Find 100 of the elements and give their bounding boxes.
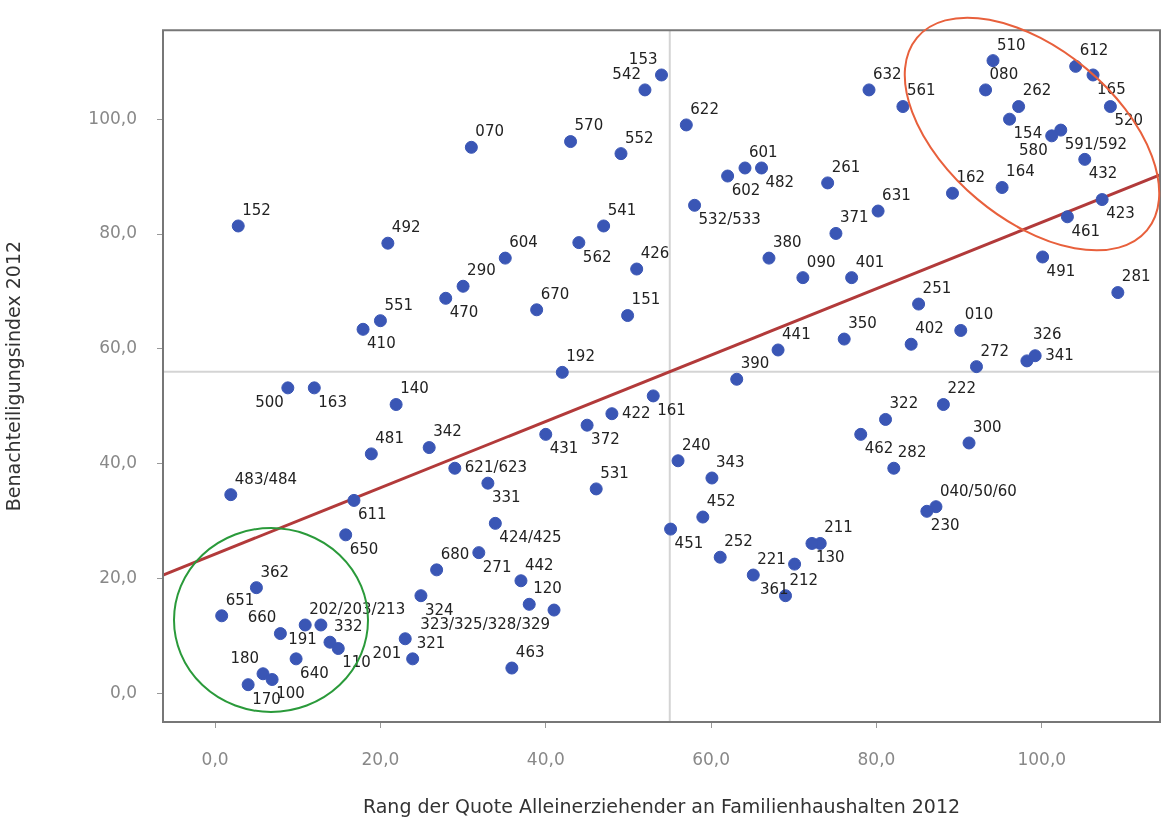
annotation: 650 <box>349 539 379 558</box>
annotation: 192 <box>566 347 595 366</box>
annotation: 531 <box>600 463 629 482</box>
annotation: 252 <box>724 532 753 551</box>
annotation: 483/484 <box>234 469 298 488</box>
annotation: 482 <box>765 172 795 191</box>
annotation: 154 <box>1013 124 1043 143</box>
annotation: 323/325/328/329 <box>420 614 551 633</box>
annotation: 401 <box>855 252 885 271</box>
annotation: 343 <box>715 452 745 471</box>
annotation: 212 <box>789 570 819 589</box>
annotation: 163 <box>318 392 347 411</box>
x-tick-label: 20,0 <box>361 748 400 769</box>
x-tick-label: 40,0 <box>526 748 565 769</box>
annotation: 070 <box>475 122 504 141</box>
annotation: 326 <box>1032 324 1062 343</box>
annotation: 481 <box>375 428 404 447</box>
annotation: 290 <box>467 261 496 280</box>
annotation: 452 <box>706 491 736 510</box>
x-tick-label: 0,0 <box>201 748 229 769</box>
annotation: 451 <box>674 533 704 552</box>
annotation: 230 <box>930 516 960 535</box>
y-tick-label: 100,0 <box>88 107 137 128</box>
y-tick-label: 60,0 <box>99 337 137 358</box>
annotation: 221 <box>757 549 786 568</box>
annotation: 591/592 <box>1064 134 1128 153</box>
annotation: 161 <box>657 400 686 419</box>
annotation: 431 <box>549 439 579 458</box>
annotation: 251 <box>922 278 952 297</box>
annotation: 180 <box>230 648 260 667</box>
annotation: 152 <box>242 200 271 219</box>
annotation: 140 <box>400 379 429 398</box>
annotation: 201 <box>372 643 402 662</box>
annotation: 191 <box>288 629 317 648</box>
annotation: 262 <box>1022 81 1052 100</box>
annotation: 432 <box>1088 164 1118 183</box>
annotation: 211 <box>824 518 853 537</box>
annotation: 422 <box>621 403 651 422</box>
annotation: 602 <box>731 180 761 199</box>
annotation: 271 <box>482 557 512 576</box>
annotation: 300 <box>973 417 1002 436</box>
annotation: 612 <box>1079 41 1109 60</box>
annotation: 040/50/60 <box>939 481 1017 500</box>
annotation: 372 <box>591 430 620 449</box>
annotation: 164 <box>1006 162 1035 181</box>
annotation: 532/533 <box>698 210 761 229</box>
annotation: 541 <box>607 200 637 219</box>
annotation: 510 <box>997 35 1026 54</box>
annotation: 010 <box>964 305 994 324</box>
annotation: 670 <box>540 284 570 303</box>
annotation: 622 <box>690 99 719 118</box>
annotation: 492 <box>391 218 421 237</box>
annotation: 080 <box>989 64 1019 83</box>
annotation: 604 <box>509 233 538 252</box>
y-tick-label: 0,0 <box>109 681 137 702</box>
annotation: 222 <box>947 379 977 398</box>
x-axis-title: Rang der Quote Alleinerziehender an Familienhaushalten 2012 <box>362 794 961 817</box>
x-tick-label: 80,0 <box>857 748 896 769</box>
annotation: 331 <box>491 488 521 507</box>
y-tick-label: 40,0 <box>99 452 137 473</box>
annotation: 402 <box>915 319 944 338</box>
annotation: 162 <box>956 168 986 187</box>
annotation: 463 <box>515 642 545 661</box>
annotation: 640 <box>300 663 329 682</box>
annotation: 350 <box>848 313 877 332</box>
annotation: 120 <box>533 579 562 598</box>
annotation: 362 <box>260 562 290 581</box>
annotation: 322 <box>889 394 919 413</box>
annotation: 282 <box>897 443 927 462</box>
annotation: 632 <box>873 64 902 83</box>
annotation: 410 <box>367 334 396 353</box>
y-tick-label: 80,0 <box>99 222 137 243</box>
annotation: 470 <box>449 303 479 322</box>
annotation: 423 <box>1106 204 1135 223</box>
annotation: 651 <box>225 590 255 609</box>
annotation: 500 <box>255 392 284 411</box>
annotation: 090 <box>806 252 836 271</box>
annotation: 341 <box>1045 345 1074 364</box>
annotation: 462 <box>864 439 894 458</box>
annotation: 272 <box>980 341 1010 360</box>
annotation: 491 <box>1046 261 1076 280</box>
annotation: 570 <box>574 116 604 135</box>
annotation: 631 <box>882 185 911 204</box>
x-tick-label: 100,0 <box>1017 748 1067 769</box>
y-axis-title: Benachteiligungsindex 2012 <box>2 240 25 512</box>
annotation: 601 <box>748 142 778 161</box>
annotation: 461 <box>1071 221 1101 240</box>
annotation: 611 <box>357 505 387 524</box>
annotation: 281 <box>1121 267 1151 286</box>
annotation: 361 <box>759 580 789 599</box>
annotation: 680 <box>440 544 470 563</box>
annotation: 426 <box>640 243 670 262</box>
annotation: 130 <box>815 548 845 567</box>
y-tick-label: 20,0 <box>99 566 137 587</box>
annotation: 332 <box>333 617 363 636</box>
annotation: 660 <box>247 608 277 627</box>
annotation: 261 <box>831 157 861 176</box>
annotation: 371 <box>839 208 869 227</box>
annotation: 552 <box>624 128 654 147</box>
annotation: 321 <box>416 633 446 652</box>
